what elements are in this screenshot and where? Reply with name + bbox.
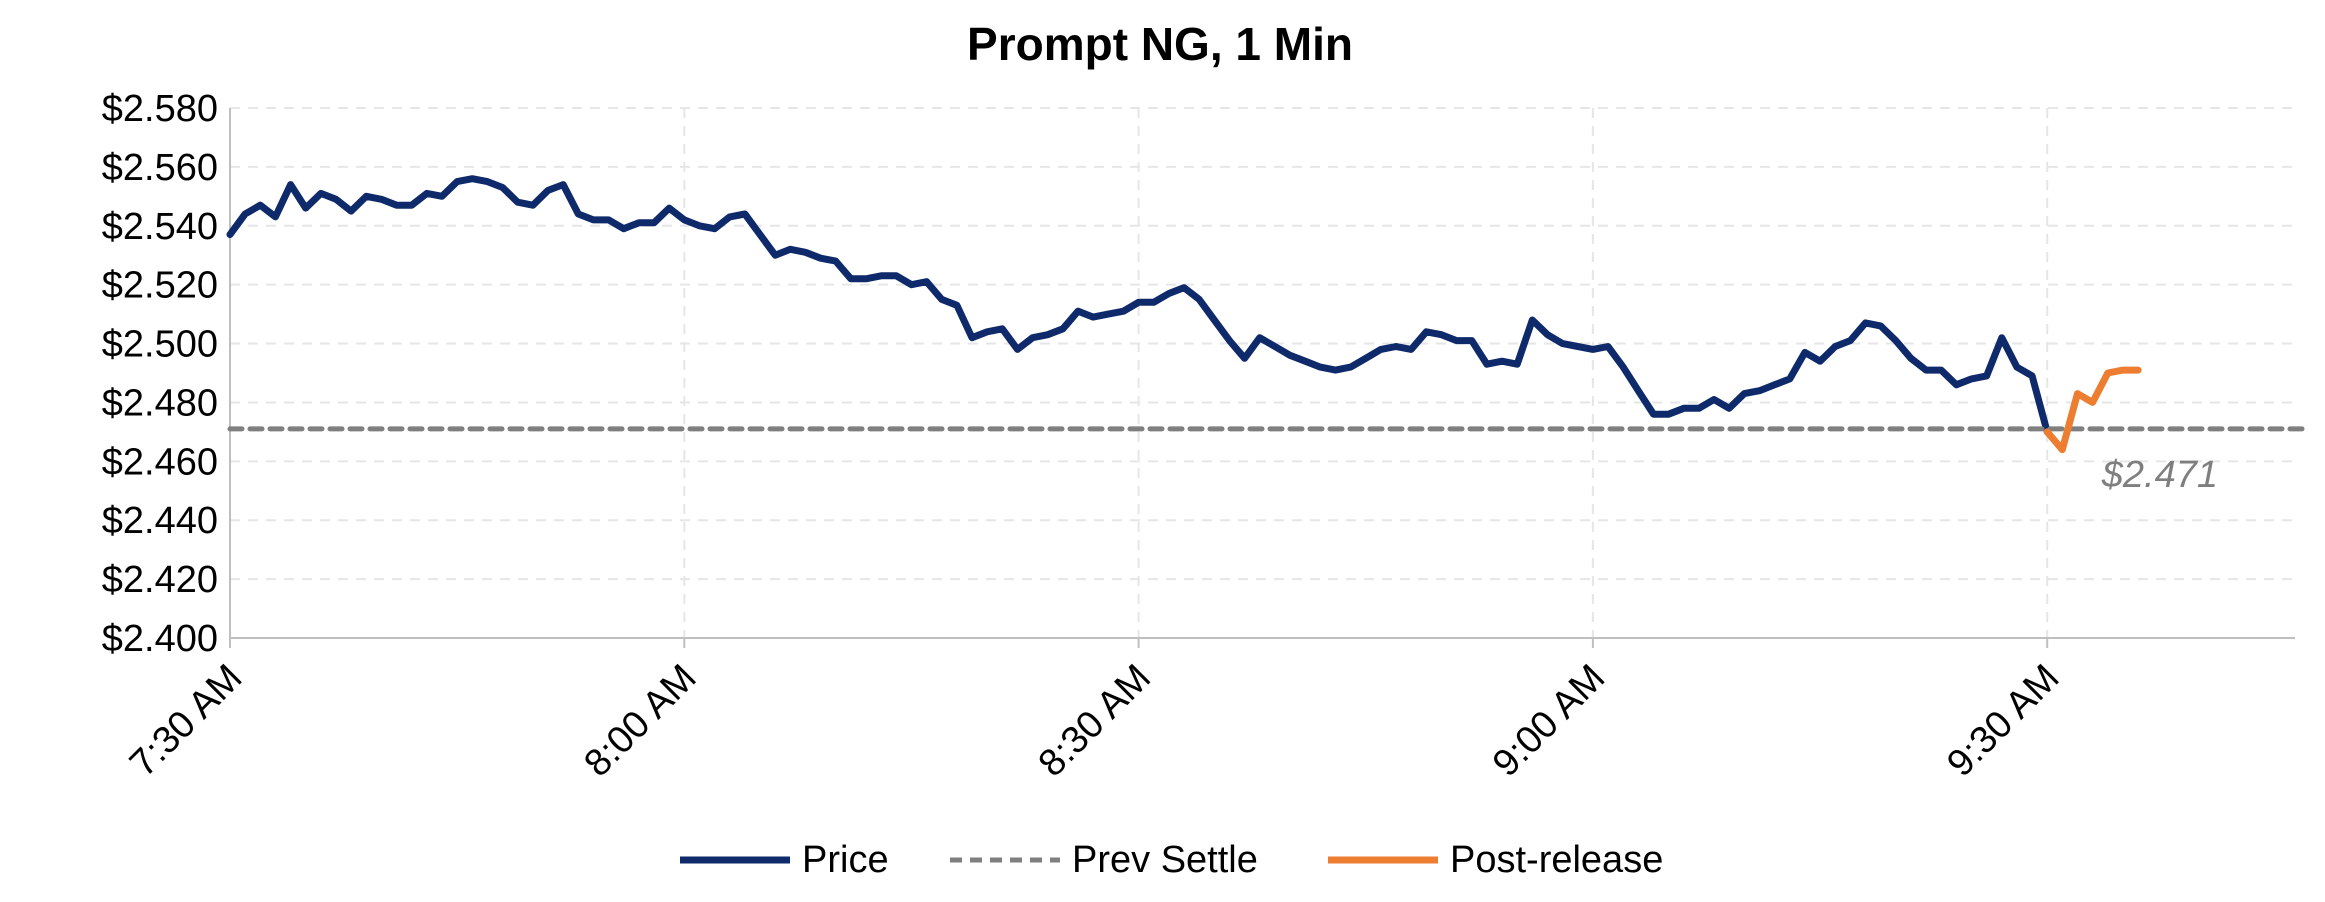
x-tick-label: 8:00 AM — [576, 657, 704, 785]
y-tick-label: $2.540 — [102, 206, 218, 248]
y-tick-label: $2.520 — [102, 265, 218, 307]
x-tick-label: 7:30 AM — [122, 657, 250, 785]
y-tick-label: $2.500 — [102, 324, 218, 366]
x-axis-tick-labels: 7:30 AM 8:00 AM 8:30 AM 9:00 AM 9:30 AM — [122, 657, 2067, 785]
y-tick-label: $2.580 — [102, 88, 218, 130]
y-axis-tick-labels: $2.400 $2.420 $2.440 $2.460 $2.480 $2.500 $2.5… — [102, 88, 218, 660]
legend-label-post-release: Post-release — [1450, 839, 1663, 881]
legend-label-price: Price — [802, 839, 889, 881]
y-tick-label: $2.480 — [102, 382, 218, 424]
data-series — [226, 175, 2308, 454]
y-tick-label: $2.440 — [102, 500, 218, 542]
x-tick-label: 8:30 AM — [1031, 657, 1159, 785]
x-tick-label: 9:00 AM — [1485, 657, 1613, 785]
chart-title: Prompt NG, 1 Min — [967, 18, 1353, 70]
gridlines — [230, 107, 2295, 638]
y-tick-label: $2.560 — [102, 147, 218, 189]
series-price-line — [226, 175, 2051, 436]
prev-settle-annotation: $2.471 — [2101, 454, 2218, 496]
y-tick-label: $2.400 — [102, 618, 218, 660]
y-tick-label: $2.460 — [102, 441, 218, 483]
legend: Price Prev Settle Post-release — [680, 839, 1663, 881]
series-post-release-line — [2043, 366, 2142, 454]
x-tick-label: 9:30 AM — [1939, 657, 2067, 785]
axes — [229, 108, 2295, 648]
y-tick-label: $2.420 — [102, 559, 218, 601]
legend-label-prev-settle: Prev Settle — [1072, 839, 1258, 881]
